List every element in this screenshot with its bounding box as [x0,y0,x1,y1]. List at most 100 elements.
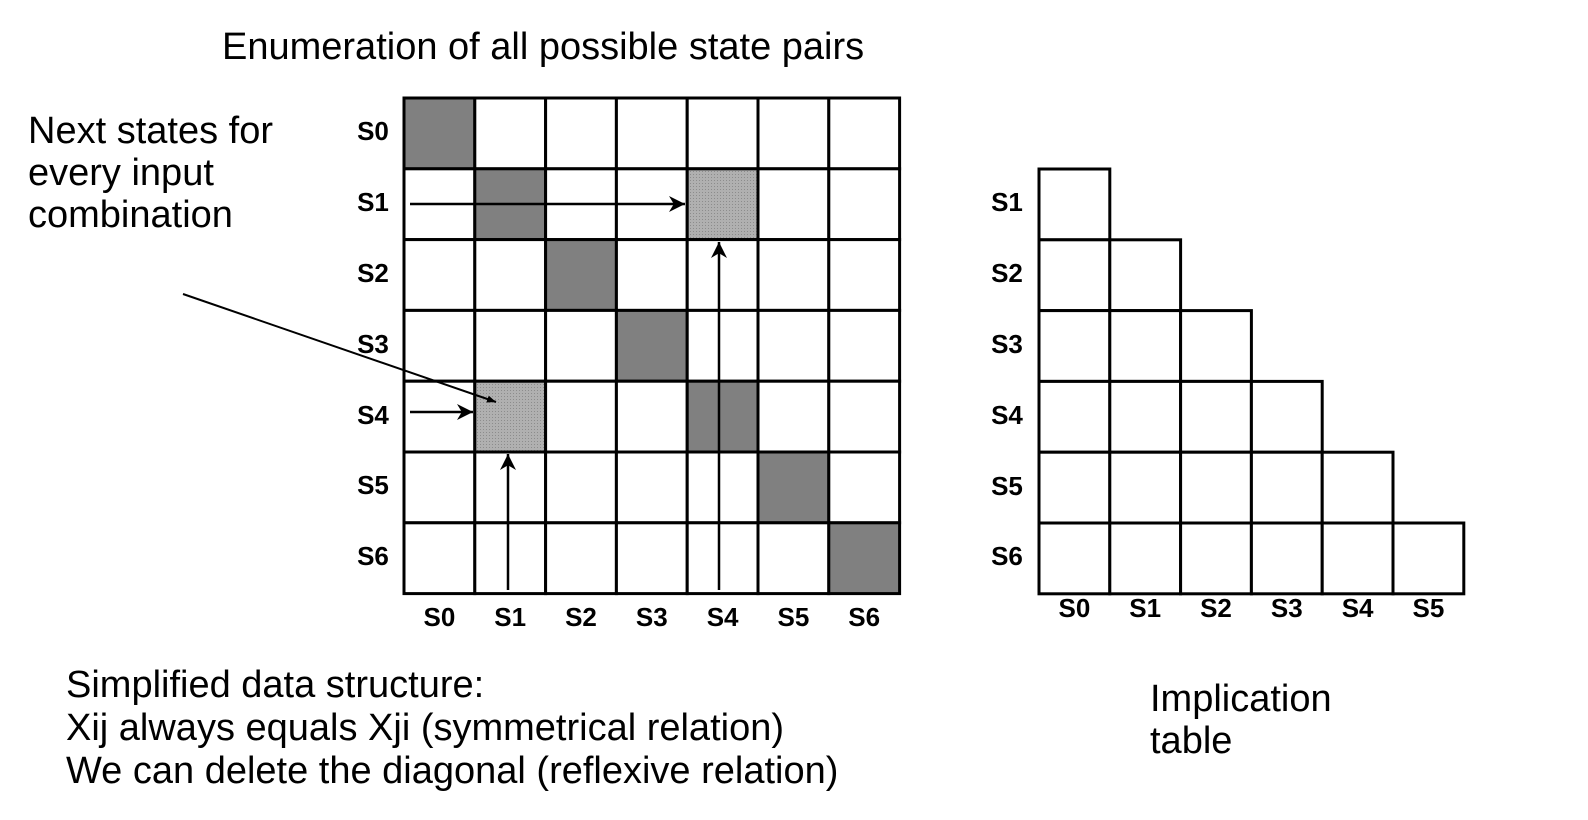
matrix-cell-s2-s6 [827,238,902,312]
implication-row-label: S5 [991,470,1023,501]
matrix-col-label: S0 [423,602,456,632]
reflexive-note: We can delete the diagonal (reflexive re… [66,750,839,792]
matrix-col-label: S3 [635,602,668,632]
annotation-line: combination [28,194,233,236]
implication-row-label: S2 [991,258,1023,289]
matrix-cell-s5-s3 [614,450,689,525]
matrix-cell-s3-s1 [473,308,548,383]
matrix-col-label: S2 [565,602,597,632]
matrix-cell-s3-s3 [614,308,689,383]
implication-cell-s6-s5 [1391,521,1466,596]
matrix-row-label: S5 [357,470,389,501]
implication-cell-s5-s1 [1108,450,1183,525]
implication-cell-s6-s4 [1320,521,1395,596]
implication-row-label: S6 [991,541,1023,572]
matrix-cell-s4-s4 [685,379,760,454]
matrix-cell-s0-s1 [473,96,548,171]
matrix-col-label: S6 [848,602,881,632]
implication-row-label: S4 [991,399,1023,430]
implication-cell-s2-s1 [1108,238,1183,313]
matrix-row-label: S1 [357,187,389,218]
matrix-cell-s0-s3 [614,96,689,171]
implication-row-label: S3 [991,329,1023,359]
matrix-cell-s0-s4 [685,96,760,171]
matrix-cell-s6-s1 [473,521,548,596]
implication-cell-s3-s2 [1179,309,1253,383]
matrix-cell-s5-s0 [402,450,477,525]
implication-cell-s4-s0 [1037,379,1112,454]
implication-cell-s3-s0 [1037,309,1112,383]
matrix-col-label: S5 [777,602,810,632]
matrix-cell-s4-s2 [544,379,618,454]
matrix-cell-s0-s6 [827,96,902,171]
implication-table [1037,167,1466,596]
simplified-notes: Simplified data structure: Xij always eq… [66,664,838,793]
implication-cell-s6-s1 [1108,521,1183,596]
matrix-cell-s3-s0 [402,308,477,383]
matrix-cell-s2-s1 [473,238,548,312]
matrix-cell-s6-s6 [827,521,902,596]
matrix-cell-s2-s3 [614,238,689,312]
matrix-col-label: S1 [494,602,527,632]
matrix-row-label: S0 [357,116,389,147]
implication-cell-s5-s0 [1037,450,1112,525]
matrix-cell-s1-s6 [827,167,902,242]
implication-cell-s6-s0 [1037,521,1112,596]
matrix-cell-s6-s3 [614,521,689,596]
implication-cell-s5-s3 [1249,450,1324,525]
implication-cell-s1-s0 [1037,167,1112,242]
simplified-heading: Simplified data structure: [66,664,485,706]
matrix-cell-s0-s0 [402,96,477,171]
matrix-cell-s2-s5 [756,238,831,312]
matrix-cell-s1-s5 [756,167,831,242]
implication-cell-s5-s4 [1320,450,1395,525]
implication-row-label: S1 [991,187,1023,218]
matrix-cell-s2-s2 [544,238,618,312]
matrix-cell-s1-s4 [685,167,760,242]
implication-col-label: S1 [1129,593,1162,623]
matrix-cell-s5-s6 [827,450,902,525]
implication-caption: Implication table [1150,678,1332,762]
implication-caption-line: table [1150,720,1233,762]
implication-col-label: S2 [1200,593,1232,623]
implication-col-label: S3 [1270,593,1303,623]
next-state-arrows [182,196,727,590]
state-matrix [402,96,902,596]
matrix-cell-s6-s4 [685,521,760,596]
matrix-cell-s4-s6 [827,379,902,454]
matrix-cell-s4-s3 [614,379,689,454]
symmetry-note: Xij always equals Xji (symmetrical relat… [66,707,784,749]
matrix-row-label: S3 [357,328,389,359]
matrix-cell-s3-s4 [685,308,760,383]
implication-cell-s6-s3 [1249,521,1324,596]
matrix-cell-s5-s5 [756,450,831,525]
annotation-line: every input [28,152,214,194]
matrix-cell-s2-s0 [402,238,477,312]
matrix-cell-s5-s4 [685,450,760,525]
matrix-row-label: S6 [357,541,389,572]
implication-col-label: S4 [1341,593,1374,623]
matrix-cell-s6-s5 [756,521,831,596]
implication-cell-s5-s2 [1179,450,1253,525]
implication-col-label: S0 [1058,593,1091,623]
matrix-cell-s4-s5 [756,379,831,454]
matrix-cell-s3-s5 [756,308,831,383]
matrix-cell-s3-s2 [544,308,618,383]
annotation-line: Next states for [28,110,273,152]
matrix-row-label: S4 [357,399,389,430]
implication-cell-s4-s2 [1179,379,1253,454]
matrix-cell-s6-s2 [544,521,618,596]
matrix-cell-s0-s5 [756,96,831,171]
implication-cell-s6-s2 [1179,521,1253,596]
matrix-cell-s3-s6 [827,308,902,383]
implication-cell-s2-s0 [1037,238,1112,313]
diagram-title: Enumeration of all possible state pairs [222,26,865,68]
implication-cell-s4-s3 [1249,379,1324,454]
matrix-row-label: S2 [357,258,389,288]
matrix-cell-s0-s2 [544,96,618,171]
annotation-note: Next states for every input combination [28,110,273,236]
matrix-cell-s5-s2 [544,450,618,525]
matrix-cell-s2-s4 [685,238,760,312]
implication-cell-s4-s1 [1108,379,1183,454]
